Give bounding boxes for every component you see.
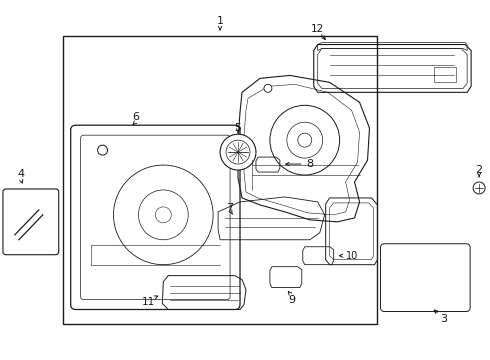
Circle shape xyxy=(473,182,485,194)
Circle shape xyxy=(264,84,272,92)
Text: 6: 6 xyxy=(132,112,139,122)
Text: 10: 10 xyxy=(345,251,358,261)
Text: 1: 1 xyxy=(217,15,223,26)
Text: 4: 4 xyxy=(17,169,24,179)
Text: 5: 5 xyxy=(235,123,242,133)
Text: 12: 12 xyxy=(311,24,324,33)
Text: 11: 11 xyxy=(142,297,155,306)
Text: 3: 3 xyxy=(440,314,447,324)
Text: 7: 7 xyxy=(226,203,234,213)
Text: 9: 9 xyxy=(288,294,295,305)
Text: 2: 2 xyxy=(475,165,483,175)
Text: 8: 8 xyxy=(306,159,313,169)
Bar xyxy=(63,36,377,324)
Circle shape xyxy=(220,134,256,170)
Circle shape xyxy=(98,145,107,155)
Bar xyxy=(434,67,456,82)
